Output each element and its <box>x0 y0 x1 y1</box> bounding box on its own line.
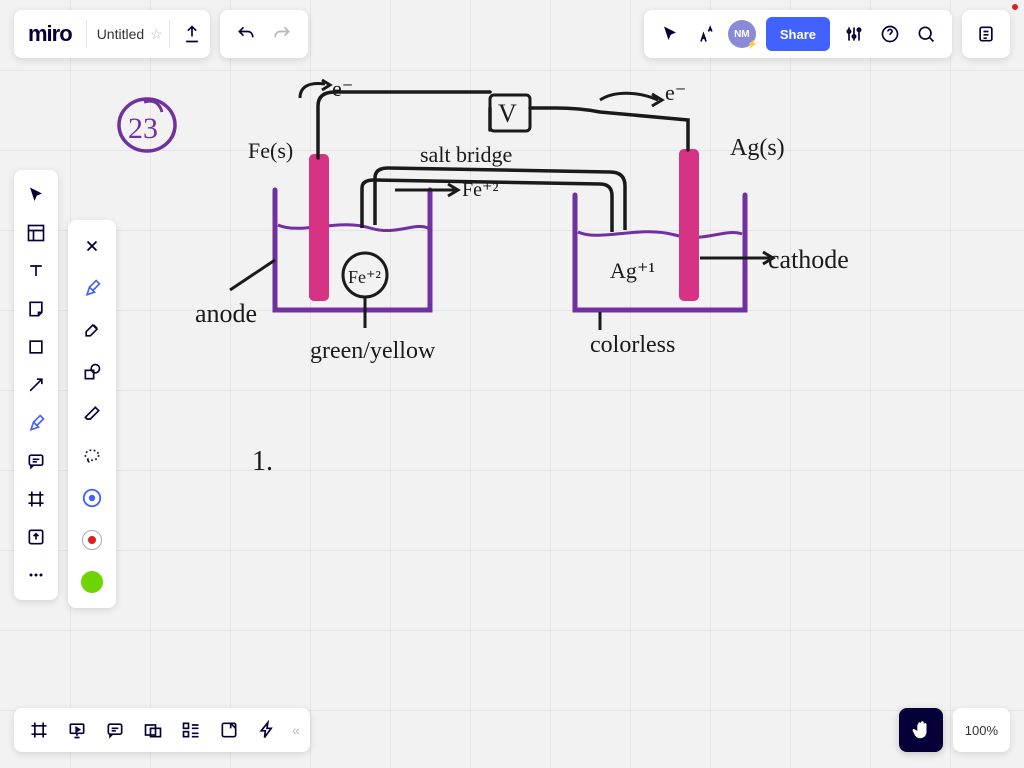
undo-icon[interactable] <box>228 16 264 52</box>
avatar-initials: NM <box>734 29 750 40</box>
bolt-icon[interactable] <box>248 712 286 748</box>
cards-icon[interactable] <box>134 712 172 748</box>
recording-indicator <box>1012 4 1018 10</box>
app-logo[interactable]: miro <box>14 21 82 47</box>
export-icon[interactable] <box>174 16 210 52</box>
bottom-toolbar: « <box>14 708 310 752</box>
redo-icon[interactable] <box>264 16 300 52</box>
divider <box>86 20 87 48</box>
sticky-tool[interactable] <box>16 290 56 328</box>
pen-tool[interactable] <box>16 404 56 442</box>
eraser-tool[interactable] <box>72 394 112 434</box>
upload-tool[interactable] <box>16 518 56 556</box>
arrow-tool[interactable] <box>16 366 56 404</box>
user-avatar[interactable]: NM ⚡ <box>728 20 756 48</box>
pen-subtoolbar <box>68 220 116 608</box>
topbar-right-pill: NM ⚡ Share <box>644 10 952 58</box>
color-red[interactable] <box>72 520 112 560</box>
zoom-group: 100% <box>899 708 1010 752</box>
more-tools[interactable] <box>16 556 56 594</box>
reactions-icon[interactable] <box>688 16 724 52</box>
main-toolbar <box>14 170 58 600</box>
smart-shape-tool[interactable] <box>72 352 112 392</box>
divider <box>169 20 170 48</box>
text-tool[interactable] <box>16 252 56 290</box>
notes-button[interactable] <box>962 10 1010 58</box>
templates-tool[interactable] <box>16 214 56 252</box>
close-subtoolbar[interactable] <box>72 226 112 266</box>
help-icon[interactable] <box>872 16 908 52</box>
shape-tool[interactable] <box>16 328 56 366</box>
frames-icon[interactable] <box>20 712 58 748</box>
collapse-toolbar[interactable]: « <box>286 722 304 738</box>
bolt-icon: ⚡ <box>747 39 758 50</box>
comment-tool[interactable] <box>16 442 56 480</box>
embed-icon[interactable] <box>210 712 248 748</box>
highlighter-tool[interactable] <box>72 310 112 350</box>
select-tool[interactable] <box>16 176 56 214</box>
cursor-icon[interactable] <box>652 16 688 52</box>
present-icon[interactable] <box>58 712 96 748</box>
settings-icon[interactable] <box>836 16 872 52</box>
search-icon[interactable] <box>908 16 944 52</box>
frame-tool[interactable] <box>16 480 56 518</box>
color-green[interactable] <box>72 562 112 602</box>
hand-tool[interactable] <box>899 708 943 752</box>
pen-variant[interactable] <box>72 268 112 308</box>
undo-redo-pill <box>220 10 308 58</box>
board-canvas[interactable] <box>0 0 1024 768</box>
zoom-percent[interactable]: 100% <box>953 708 1010 752</box>
thickness-selector[interactable] <box>72 478 112 518</box>
share-button[interactable]: Share <box>766 17 830 51</box>
topbar-left-pill: miro Untitled ☆ <box>14 10 210 58</box>
star-icon[interactable]: ☆ <box>150 26 165 43</box>
lasso-tool[interactable] <box>72 436 112 476</box>
board-title[interactable]: Untitled <box>91 26 150 42</box>
activities-icon[interactable] <box>172 712 210 748</box>
comments-icon[interactable] <box>96 712 134 748</box>
